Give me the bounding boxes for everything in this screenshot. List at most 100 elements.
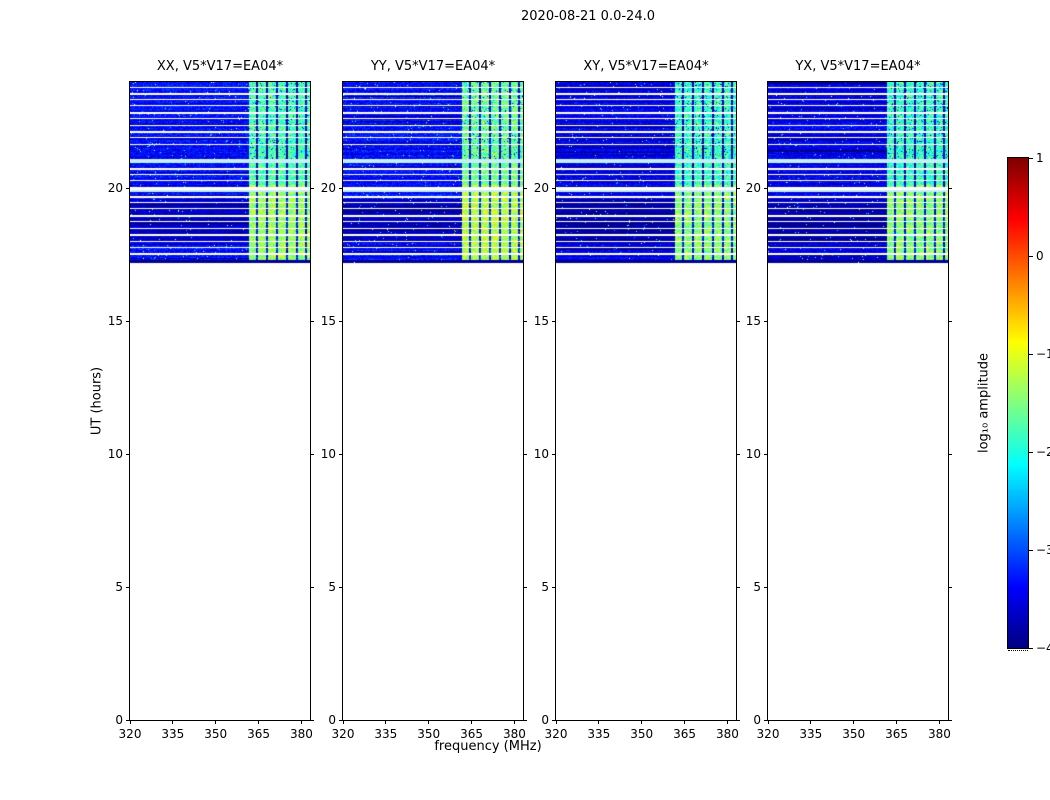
- y-tick-label: 10: [320, 447, 336, 462]
- panel-xx: XX, V5*V17=EA04*: [129, 59, 311, 721]
- y-tick: [310, 719, 314, 721]
- panel-yy: YY, V5*V17=EA04*: [342, 59, 524, 721]
- x-tick: [726, 720, 728, 724]
- colorbar: [1007, 157, 1029, 649]
- x-tick-label: 365: [460, 727, 484, 741]
- y-tick: [126, 320, 130, 322]
- x-tick: [767, 720, 769, 724]
- x-tick-label: 335: [587, 727, 611, 741]
- y-tick-label: 20: [745, 181, 761, 196]
- y-tick: [523, 453, 527, 455]
- y-tick: [523, 719, 527, 721]
- x-tick: [258, 720, 260, 724]
- y-tick-label: 20: [107, 181, 123, 196]
- x-tick-label: 350: [842, 727, 866, 741]
- x-tick-label: 380: [289, 727, 313, 741]
- y-tick: [310, 320, 314, 322]
- y-tick: [764, 320, 768, 322]
- y-tick-label: 5: [753, 580, 761, 595]
- x-tick: [684, 720, 686, 724]
- colorbar-tick-label: 1: [1036, 151, 1044, 165]
- x-tick: [129, 720, 131, 724]
- colorbar-tick: [1029, 353, 1033, 355]
- spectrogram-canvas-xx: [130, 82, 310, 720]
- y-tick: [948, 453, 952, 455]
- x-tick-label: 320: [756, 727, 780, 741]
- y-tick: [736, 586, 740, 588]
- y-axis-label: UT (hours): [89, 366, 105, 436]
- y-tick: [523, 187, 527, 189]
- y-tick-label: 15: [533, 314, 549, 329]
- y-tick-label: 10: [745, 447, 761, 462]
- y-tick: [339, 320, 343, 322]
- y-tick: [736, 320, 740, 322]
- y-tick: [552, 586, 556, 588]
- y-tick-label: 5: [541, 580, 549, 595]
- y-tick: [552, 187, 556, 189]
- y-tick: [126, 719, 130, 721]
- colorbar-tick: [1029, 549, 1033, 551]
- x-tick: [810, 720, 812, 724]
- y-tick: [736, 187, 740, 189]
- y-tick: [552, 320, 556, 322]
- colorbar-tick: [1029, 451, 1033, 453]
- x-tick: [513, 720, 515, 724]
- x-tick: [598, 720, 600, 724]
- spectrogram-canvas-yy: [343, 82, 523, 720]
- x-tick: [555, 720, 557, 724]
- x-tick-label: 320: [544, 727, 568, 741]
- y-tick: [310, 187, 314, 189]
- y-tick-label: 0: [328, 713, 336, 727]
- panel-title-yy: YY, V5*V17=EA04*: [370, 59, 496, 74]
- x-tick-label: 335: [161, 727, 185, 741]
- y-tick: [523, 320, 527, 322]
- x-tick: [215, 720, 217, 724]
- colorbar-tick: [1029, 157, 1033, 159]
- y-tick-label: 20: [533, 181, 549, 196]
- x-tick-label: 350: [417, 727, 441, 741]
- y-tick: [339, 719, 343, 721]
- y-tick: [339, 586, 343, 588]
- y-tick: [126, 453, 130, 455]
- x-tick-label: 380: [715, 727, 739, 741]
- colorbar-tick-label: 0: [1036, 249, 1044, 263]
- y-tick: [310, 453, 314, 455]
- colorbar-tick: [1029, 647, 1033, 649]
- x-tick: [853, 720, 855, 724]
- x-tick-label: 380: [502, 727, 526, 741]
- y-tick-label: 10: [533, 447, 549, 462]
- y-tick: [764, 719, 768, 721]
- x-tick: [471, 720, 473, 724]
- x-tick-label: 380: [927, 727, 951, 741]
- x-tick-label: 320: [118, 727, 142, 741]
- y-tick-label: 15: [320, 314, 336, 329]
- colorbar-tick-label: −3: [1036, 543, 1050, 557]
- x-tick: [938, 720, 940, 724]
- y-tick: [764, 453, 768, 455]
- colorbar-tick-label: −1: [1036, 347, 1050, 361]
- x-tick: [300, 720, 302, 724]
- panel-xy: XY, V5*V17=EA04*: [555, 59, 737, 721]
- y-tick-label: 10: [107, 447, 123, 462]
- y-tick: [126, 586, 130, 588]
- x-tick: [641, 720, 643, 724]
- y-tick: [339, 187, 343, 189]
- y-tick-label: 15: [107, 314, 123, 329]
- colorbar-tick-label: −4: [1036, 641, 1050, 655]
- panel-title-xx: XX, V5*V17=EA04*: [156, 59, 284, 74]
- y-tick-label: 5: [328, 580, 336, 595]
- y-tick: [310, 586, 314, 588]
- spectrogram-canvas-xy: [556, 82, 736, 720]
- panel-title-yx: YX, V5*V17=EA04*: [795, 59, 921, 74]
- figure-title: 2020-08-21 0.0-24.0: [521, 9, 655, 24]
- x-tick-label: 350: [630, 727, 654, 741]
- spectrogram-canvas-yx: [768, 82, 948, 720]
- x-tick-label: 365: [885, 727, 909, 741]
- y-tick-label: 0: [753, 713, 761, 727]
- x-tick: [385, 720, 387, 724]
- colorbar-tick-label: −2: [1036, 445, 1050, 459]
- y-tick: [339, 453, 343, 455]
- x-tick-label: 335: [799, 727, 823, 741]
- y-tick-label: 0: [115, 713, 123, 727]
